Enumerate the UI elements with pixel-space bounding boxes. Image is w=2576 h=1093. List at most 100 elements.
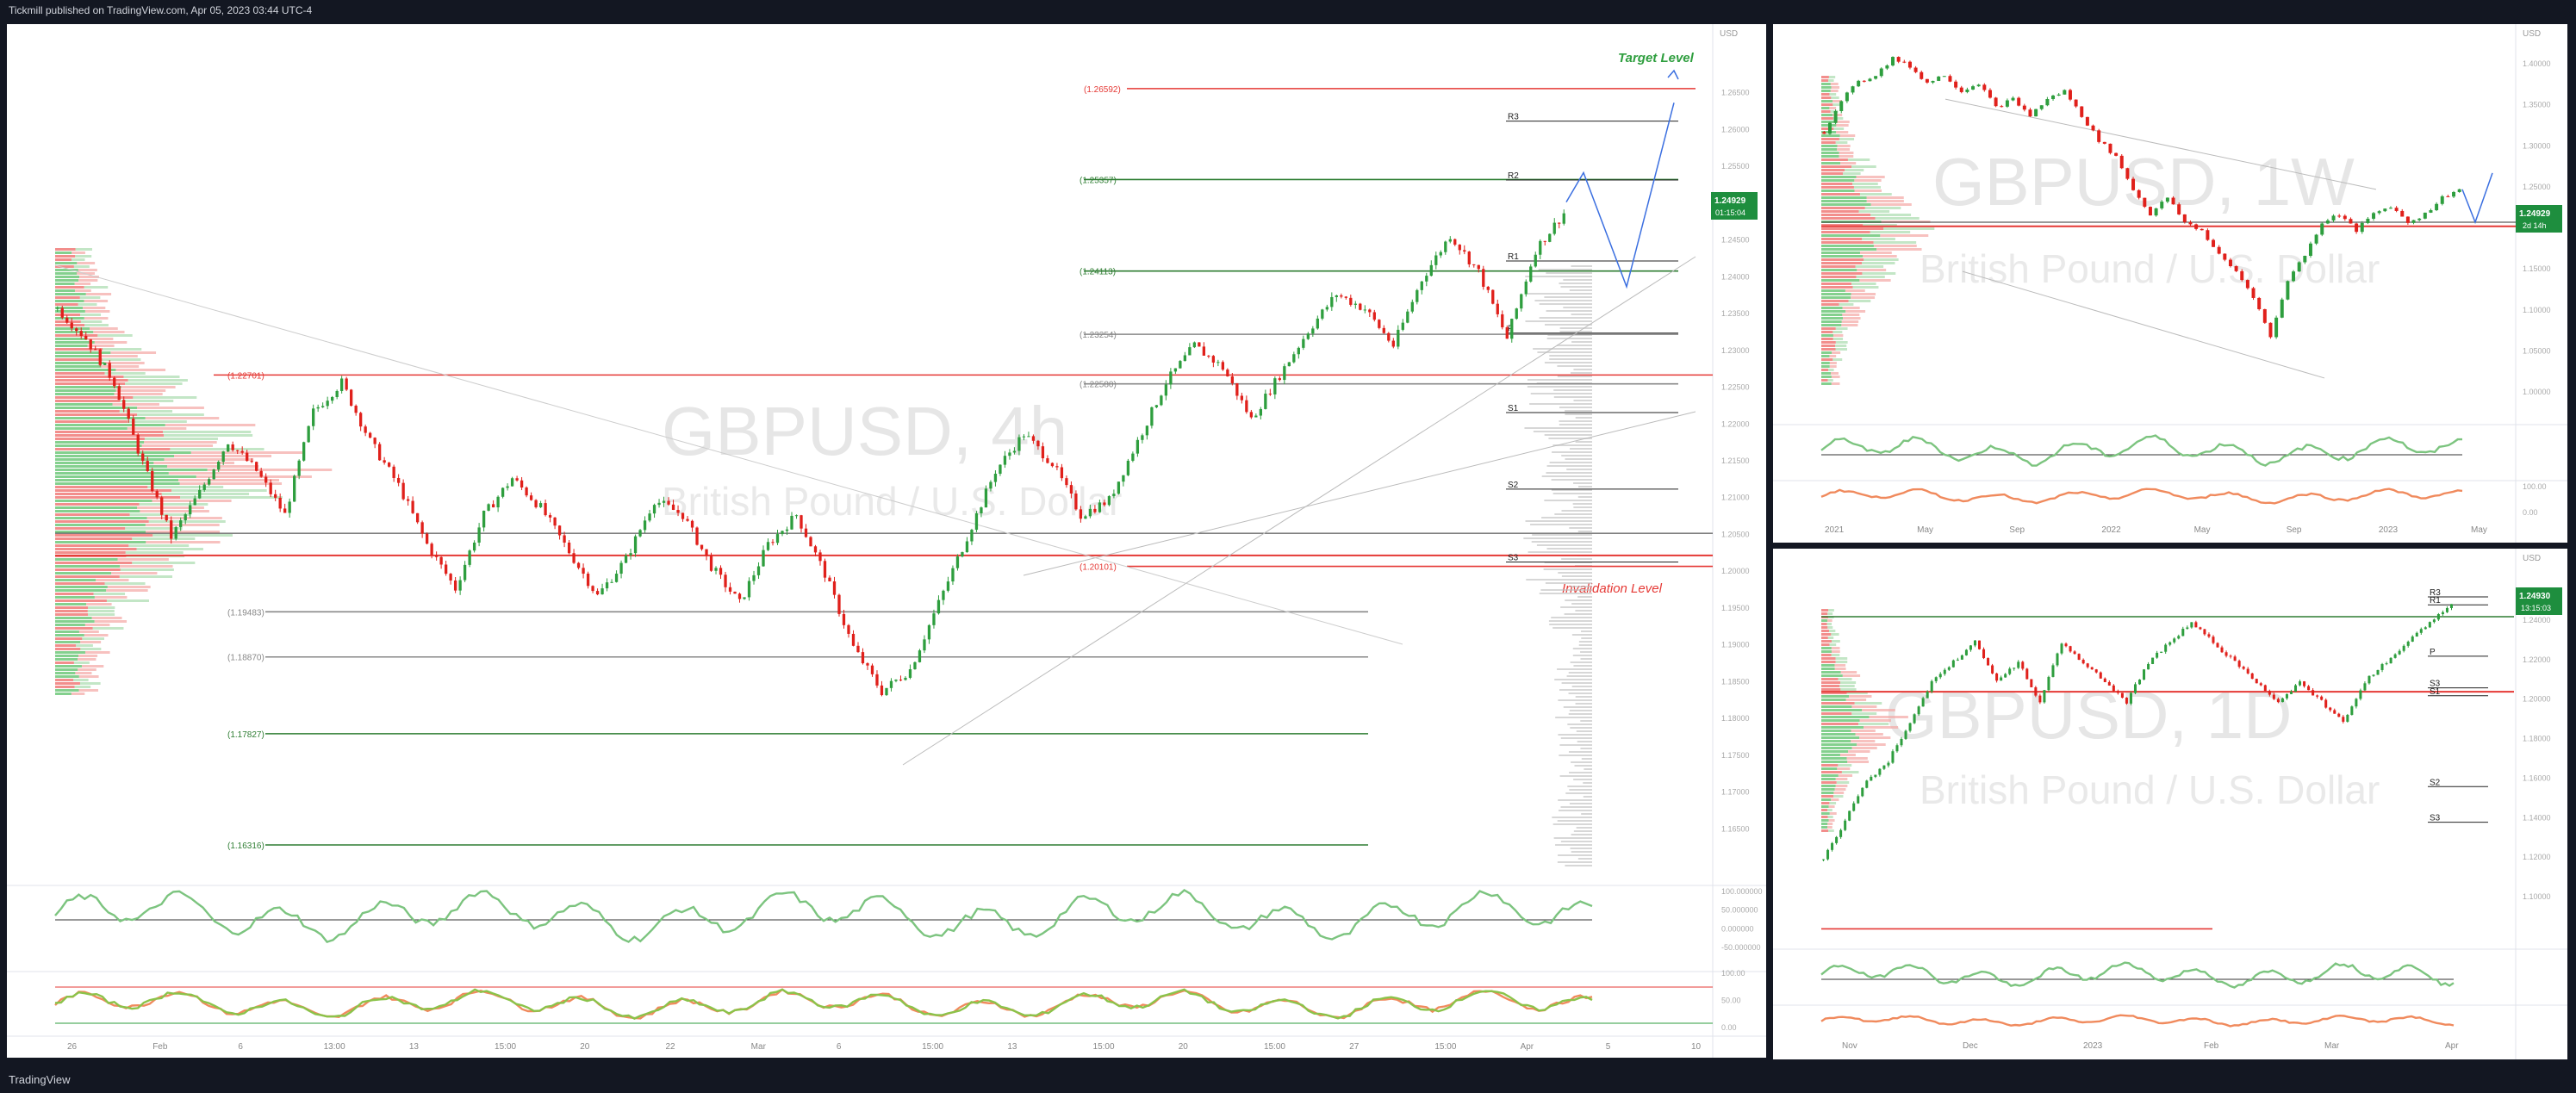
main-right-profile-bar: [1575, 441, 1592, 443]
main-candle: [743, 597, 746, 599]
main-profile-bar: [163, 431, 252, 433]
week-candle: [2085, 116, 2089, 126]
week-profile-bar: [1857, 269, 1887, 271]
week-profile-bar: [1821, 238, 1863, 240]
week-profile-bar: [1856, 276, 1885, 278]
day-profile-bar: [1821, 730, 1851, 732]
main-profile-bar: [55, 479, 178, 481]
main-candle: [331, 397, 334, 401]
week-profile-bar: [1864, 207, 1901, 209]
main-profile-bar: [55, 310, 85, 313]
week-profile-bar: [1821, 79, 1829, 82]
day-profile-bar: [1821, 802, 1830, 804]
week-candle: [2429, 210, 2433, 213]
day-profile-bar: [1821, 633, 1832, 636]
week-profile-bar: [1859, 193, 1892, 196]
chart-1w-panel[interactable]: GBPUSD, 1W British Pound / U.S. Dollar U…: [1773, 17, 2567, 543]
day-profile-bar: [1851, 730, 1876, 732]
main-candle: [800, 515, 803, 529]
main-candle: [756, 566, 761, 575]
main-profile-bar: [115, 369, 166, 371]
day-profile-bar: [1851, 740, 1876, 742]
week-profile-bar: [1845, 289, 1865, 292]
main-profile-bar: [55, 424, 165, 426]
main-profile-bar: [55, 606, 89, 609]
week-profile-bar: [1855, 265, 1884, 268]
week-profile-bar: [1870, 231, 1911, 233]
week-profile-bar: [1821, 93, 1830, 96]
daily-pivot-label: R3: [2430, 588, 2441, 598]
main-candle: [1031, 436, 1036, 441]
main-candle: [818, 552, 822, 562]
main-right-profile-bar: [1546, 465, 1592, 467]
day-candle: [2199, 627, 2202, 630]
main-profile-bar: [78, 279, 98, 282]
main-right-profile-bar: [1552, 817, 1592, 818]
main-profile-bar: [125, 551, 184, 554]
main-candle: [1496, 303, 1499, 314]
week-candle: [2108, 143, 2112, 153]
day-candle: [1921, 698, 1925, 707]
main-profile-bar: [55, 451, 191, 454]
main-right-profile-bar: [1569, 710, 1592, 711]
main-candle: [1112, 494, 1116, 497]
main-candle: [889, 680, 893, 688]
day-candle: [2419, 629, 2423, 633]
main-profile-bar: [55, 372, 105, 375]
day-profile-bar: [1821, 723, 1859, 725]
main-candle: [766, 542, 770, 550]
tradingview-logo-text[interactable]: TradingView: [9, 1073, 71, 1086]
chart-4h[interactable]: GBPUSD, 4h British Pound / U.S. Dollar U…: [7, 24, 1766, 1058]
main-candle: [946, 581, 950, 591]
week-profile-bar: [1875, 217, 1920, 220]
week-candle: [1907, 61, 1912, 68]
main-candle: [1098, 502, 1102, 512]
main-candle: [246, 452, 249, 462]
pivot-label: R3: [1508, 113, 1519, 122]
day-candle: [2329, 707, 2332, 711]
main-candle: [1539, 240, 1542, 255]
main-right-profile-bar: [1581, 813, 1592, 815]
week-profile-bar: [1841, 324, 1858, 326]
main-y-tick: 1.24000: [1721, 272, 1750, 281]
day-candle: [2359, 690, 2362, 699]
week-candle: [1885, 65, 1889, 69]
main-right-profile-bar: [1571, 341, 1592, 343]
pivot-label: S2: [1508, 481, 1519, 490]
main-candle: [993, 474, 998, 482]
main-right-profile-bar: [1575, 703, 1592, 705]
chart-1w[interactable]: GBPUSD, 1W British Pound / U.S. Dollar U…: [1773, 17, 2567, 543]
chart-1d[interactable]: GBPUSD, 1D British Pound / U.S. Dollar U…: [1773, 542, 2567, 1059]
week-profile-bar: [1847, 158, 1870, 161]
week-profile-bar: [1821, 276, 1857, 278]
main-profile-bar: [55, 448, 171, 450]
main-profile-bar: [55, 627, 93, 630]
main-profile-bar: [55, 262, 78, 264]
day-profile-bar: [1840, 688, 1857, 691]
main-profile-bar: [55, 376, 124, 378]
main-x-tick: 5: [1606, 1042, 1611, 1052]
main-profile-bar: [127, 427, 187, 430]
chart-1d-panel[interactable]: GBPUSD, 1D British Pound / U.S. Dollar U…: [1773, 542, 2567, 1059]
main-right-profile-bar: [1559, 689, 1592, 691]
main-candle: [1520, 294, 1523, 309]
chart-4h-watermark: GBPUSD, 4h: [662, 393, 1067, 469]
main-right-profile-bar: [1578, 641, 1592, 643]
week-candle: [2280, 299, 2284, 318]
main-candle: [160, 497, 164, 515]
week-profile-bar: [1821, 382, 1832, 385]
chart-4h-panel[interactable]: GBPUSD, 4h British Pound / U.S. Dollar U…: [7, 24, 1766, 1058]
main-profile-bar: [110, 351, 157, 354]
main-profile-bar: [55, 599, 107, 602]
day-profile-bar: [1858, 723, 1889, 725]
main-profile-bar: [55, 648, 81, 650]
main-candle: [316, 407, 320, 409]
week-candle: [2212, 239, 2216, 247]
main-profile-bar: [55, 379, 128, 382]
main-right-profile-bar: [1557, 668, 1592, 670]
week-profile-bar: [1821, 320, 1842, 323]
main-candle: [1458, 245, 1461, 251]
day-candle: [2289, 692, 2293, 694]
main-right-profile-bar: [1551, 489, 1592, 491]
level-label: (1.22701): [227, 371, 264, 381]
